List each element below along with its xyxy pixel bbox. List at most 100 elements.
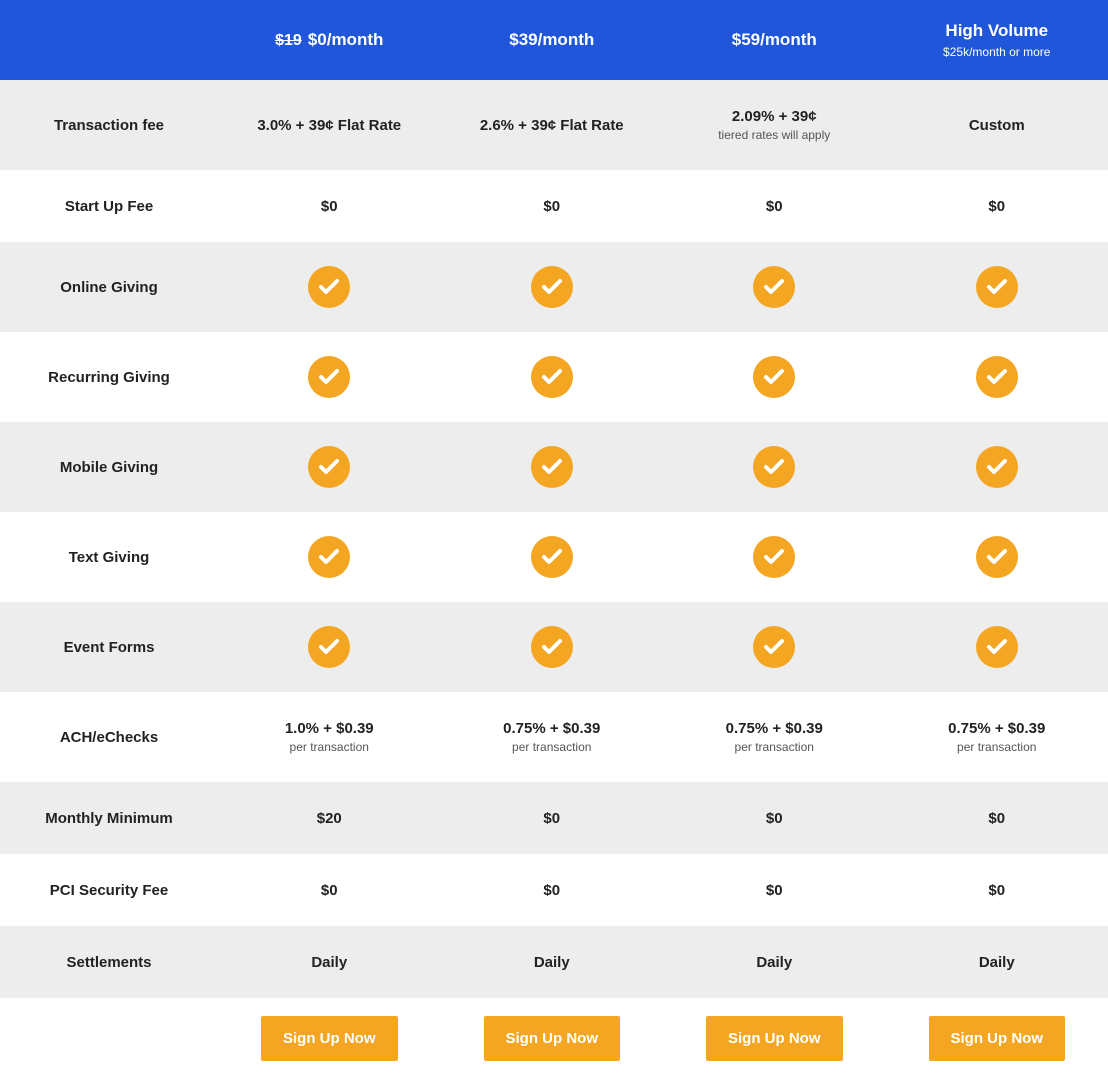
check-icon (976, 356, 1018, 398)
cell-main: $0 (886, 782, 1108, 854)
cell (886, 332, 1108, 422)
cell-sub: tiered rates will apply (663, 128, 886, 142)
check-icon (308, 356, 350, 398)
sign-up-button[interactable]: Sign Up Now (484, 1016, 621, 1061)
cell-main: $0 (663, 170, 886, 242)
row-label: Monthly Minimum (0, 782, 218, 854)
cell-main: Daily (441, 926, 664, 998)
cell (886, 242, 1108, 332)
cell-main: $0 (441, 170, 664, 242)
cell-main: $0 (886, 170, 1108, 242)
cta-cell: Sign Up Now (218, 998, 441, 1078)
row-monthly-minimum: Monthly Minimum $20 $0 $0 $0 (0, 782, 1108, 854)
cta-empty (0, 998, 218, 1078)
cell-sub: per transaction (663, 740, 886, 754)
row-label: Settlements (0, 926, 218, 998)
cell (218, 242, 441, 332)
check-icon (308, 266, 350, 308)
cell-main: 2.6% + 39¢ Flat Rate (441, 117, 664, 134)
plan-header-1: $39/month (441, 0, 664, 80)
cell (218, 332, 441, 422)
cell (886, 602, 1108, 692)
row-transaction-fee: Transaction fee 3.0% + 39¢ Flat Rate 2.6… (0, 80, 1108, 170)
check-icon (531, 446, 573, 488)
cta-cell: Sign Up Now (663, 998, 886, 1078)
sign-up-button[interactable]: Sign Up Now (261, 1016, 398, 1061)
check-icon (753, 356, 795, 398)
check-icon (976, 626, 1018, 668)
check-icon (531, 626, 573, 668)
plan-subtitle: $25k/month or more (886, 45, 1108, 59)
cell-main: 3.0% + 39¢ Flat Rate (218, 117, 441, 134)
cell (441, 422, 664, 512)
check-icon (753, 446, 795, 488)
cell (441, 242, 664, 332)
row-online-giving: Online Giving (0, 242, 1108, 332)
cell-sub: per transaction (886, 740, 1108, 754)
plan-price: $59/month (663, 30, 886, 50)
cell-main: Custom (886, 117, 1108, 134)
cell: 2.6% + 39¢ Flat Rate (441, 80, 664, 170)
header-empty (0, 0, 218, 80)
row-start-up-fee: Start Up Fee $0 $0 $0 $0 (0, 170, 1108, 242)
row-mobile-giving: Mobile Giving (0, 422, 1108, 512)
row-ach-echecks: ACH/eChecks 1.0% + $0.39per transaction … (0, 692, 1108, 782)
cell (663, 422, 886, 512)
plan-header-0: $19$0/month (218, 0, 441, 80)
check-icon (308, 626, 350, 668)
cell-sub: per transaction (441, 740, 664, 754)
row-settlements: Settlements Daily Daily Daily Daily (0, 926, 1108, 998)
row-event-forms: Event Forms (0, 602, 1108, 692)
pricing-table: $19$0/month $39/month $59/month High Vol… (0, 0, 1108, 1078)
plan-price: $39/month (441, 30, 664, 50)
row-label: Start Up Fee (0, 170, 218, 242)
row-label: Online Giving (0, 242, 218, 332)
check-icon (976, 446, 1018, 488)
row-text-giving: Text Giving (0, 512, 1108, 602)
cell-main: $0 (663, 854, 886, 926)
check-icon (531, 356, 573, 398)
cell-main: Daily (886, 926, 1108, 998)
cell-main: $20 (218, 782, 441, 854)
row-label: Mobile Giving (0, 422, 218, 512)
cell (218, 512, 441, 602)
check-icon (308, 536, 350, 578)
row-label: Transaction fee (0, 80, 218, 170)
cell: 0.75% + $0.39 per transaction (886, 692, 1108, 782)
cell-sub: per transaction (218, 740, 441, 754)
cell-main: Daily (663, 926, 886, 998)
header-row: $19$0/month $39/month $59/month High Vol… (0, 0, 1108, 80)
cell (441, 332, 664, 422)
cell (441, 602, 664, 692)
cell (218, 422, 441, 512)
cell-main: 1.0% + $0.39 (218, 720, 441, 737)
cell-main: $0 (886, 854, 1108, 926)
check-icon (753, 626, 795, 668)
row-label: ACH/eChecks (0, 692, 218, 782)
cell-main: 0.75% + $0.39 (886, 720, 1108, 737)
sign-up-button[interactable]: Sign Up Now (706, 1016, 843, 1061)
cell: 1.0% + $0.39 per transaction (218, 692, 441, 782)
cta-cell: Sign Up Now (886, 998, 1108, 1078)
sign-up-button[interactable]: Sign Up Now (929, 1016, 1066, 1061)
row-label: Recurring Giving (0, 332, 218, 422)
cell-main: Daily (218, 926, 441, 998)
cell-main: $0 (663, 782, 886, 854)
cta-cell: Sign Up Now (441, 998, 664, 1078)
cell (441, 512, 664, 602)
cell (886, 512, 1108, 602)
plan-title: High Volume (886, 21, 1108, 41)
cell (663, 332, 886, 422)
check-icon (753, 266, 795, 308)
check-icon (976, 536, 1018, 578)
plan-strike: $19 (275, 32, 302, 49)
cell-main: $0 (441, 782, 664, 854)
cell-main: 0.75% + $0.39 (441, 720, 664, 737)
cell (663, 512, 886, 602)
cta-row: Sign Up Now Sign Up Now Sign Up Now Sign… (0, 998, 1108, 1078)
cell: 2.09% + 39¢tiered rates will apply (663, 80, 886, 170)
cell-main: $0 (218, 170, 441, 242)
cell: 3.0% + 39¢ Flat Rate (218, 80, 441, 170)
cell-main: $0 (218, 854, 441, 926)
row-label: PCI Security Fee (0, 854, 218, 926)
